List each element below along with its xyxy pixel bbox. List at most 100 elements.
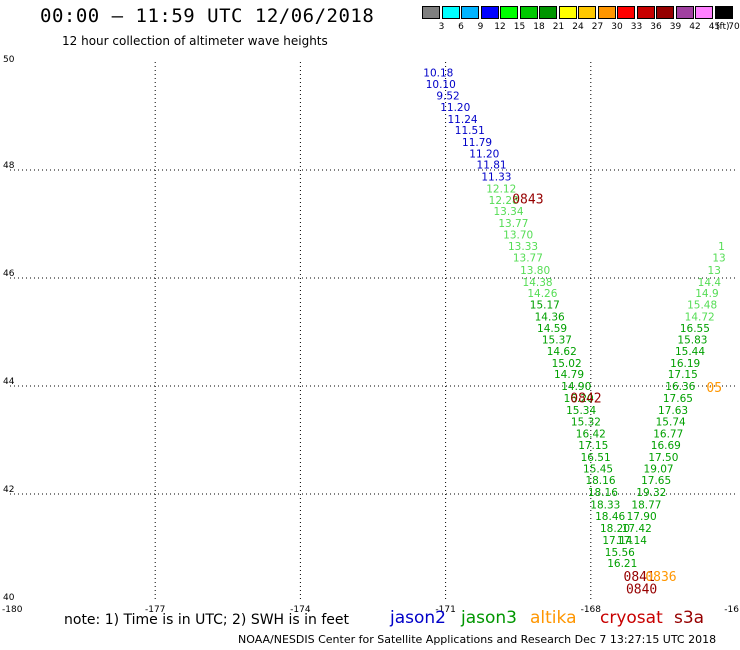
wave-height-label: 14.62 <box>547 346 577 358</box>
wave-height-label: 18.46 <box>595 511 625 523</box>
wave-height-label: 17.65 <box>663 393 693 405</box>
wave-height-label: 17.63 <box>658 405 688 417</box>
colorbar-swatch <box>714 6 733 19</box>
wave-height-label: 15.32 <box>571 417 601 429</box>
legend-jason2: jason2 <box>390 608 446 628</box>
colorbar-unit: (ft) <box>716 22 730 32</box>
wave-height-label: 11.20 <box>469 148 499 160</box>
wave-height-label: 11.81 <box>477 160 507 172</box>
wave-height-label: 11.33 <box>481 172 511 184</box>
wave-height-label: 14.26 <box>527 288 557 300</box>
pass-time-label: 0841 <box>624 570 655 585</box>
wave-height-label: 17.14 <box>602 535 632 547</box>
colorbar-label: 36 <box>650 22 662 32</box>
wave-height-label: 13.80 <box>520 265 550 277</box>
legend-jason3: jason3 <box>461 608 517 628</box>
wave-height-label: 18.16 <box>585 475 615 487</box>
colorbar-label: 39 <box>669 22 682 32</box>
wave-height-label: 17.50 <box>648 452 678 464</box>
pass-time-label: 0836 <box>645 570 676 585</box>
wave-height-points: 10.1810.109.5211.2011.2411.5111.7911.201… <box>423 67 725 570</box>
colorbar-label: 9 <box>477 22 484 32</box>
wave-height-label: 17.42 <box>622 523 652 535</box>
wave-height-label: 14.72 <box>685 311 715 323</box>
wave-height-label: 13.77 <box>498 218 528 230</box>
colorbar-swatch <box>500 6 518 19</box>
colorbar-label: 45 <box>708 22 721 32</box>
wave-height-label: 18.20 <box>600 523 630 535</box>
y-tick-label: 40 <box>3 593 15 603</box>
x-tick-label: -168 <box>581 605 602 615</box>
wave-height-label: 14.59 <box>537 323 567 335</box>
colorbar-swatch <box>636 6 655 19</box>
wave-height-label: 9.52 <box>436 91 459 103</box>
axis-ticks: -180 -177 -174 -171 -168 -16 50 48 46 44 42 40 <box>2 55 739 615</box>
y-tick-label: 50 <box>3 55 15 65</box>
colorbar-swatch <box>597 6 616 19</box>
x-tick-label: -174 <box>290 605 311 615</box>
wave-height-label: 12.28 <box>489 195 519 207</box>
colorbar-swatch <box>558 6 577 19</box>
wave-height-label: 16.19 <box>670 358 700 370</box>
wave-height-label: 15.02 <box>552 358 582 370</box>
colorbar-swatch <box>441 6 460 19</box>
wave-height-label: 15.48 <box>687 300 717 312</box>
wave-height-label: 15.17 <box>530 300 560 312</box>
wave-height-label: 13.34 <box>493 206 523 218</box>
wave-height-label: 18.33 <box>590 499 620 511</box>
wave-height-label: 13 <box>712 253 725 265</box>
colorbar-label: 33 <box>630 22 643 32</box>
wave-height-label: 19.32 <box>636 487 666 499</box>
colorbar-label: 42 <box>689 22 701 32</box>
wave-height-label: 15.37 <box>542 335 572 347</box>
y-tick-label: 42 <box>3 485 14 495</box>
legend-s3a: s3a <box>674 608 705 628</box>
wave-height-label: 11.79 <box>462 137 492 149</box>
colorbar-swatch <box>617 6 635 19</box>
wave-height-label: 13.77 <box>513 253 543 265</box>
colorbar-swatch <box>695 6 713 19</box>
colorbar-swatch <box>675 6 694 19</box>
pass-time-label: 0842 <box>570 391 601 406</box>
colorbar-label: 27 <box>591 22 604 32</box>
wave-height-label: 16.69 <box>651 440 681 452</box>
wave-height-label: 11.20 <box>440 102 470 114</box>
wave-height-label: 14.36 <box>535 311 565 323</box>
colorbar-label: 12 <box>494 22 506 32</box>
colorbar-label: 24 <box>572 22 584 32</box>
y-tick-label: 44 <box>3 377 15 387</box>
colorbar-label: 18 <box>533 22 545 32</box>
wave-height-label: 13.33 <box>508 241 538 253</box>
pass-time-label: 05 <box>706 381 722 396</box>
x-tick-label: -171 <box>435 605 455 615</box>
colorbar-label: 3 <box>438 22 445 32</box>
wave-height-label: 18.16 <box>588 487 618 499</box>
wave-height-label: 17.14 <box>617 535 647 547</box>
wave-height-label: 15.34 <box>566 405 596 417</box>
pass-time-label: 0843 <box>512 193 543 208</box>
wave-height-label: 16.77 <box>653 429 683 441</box>
wave-height-label: 14.79 <box>554 369 584 381</box>
wave-height-label: 15.44 <box>675 346 705 358</box>
x-tick-label: -177 <box>145 605 165 615</box>
colorbar-swatch <box>656 6 674 19</box>
pass-time-label: 0840 <box>626 583 657 598</box>
wave-height-label: 10.18 <box>423 67 453 79</box>
colorbar-swatch <box>519 6 538 19</box>
wave-height-label: 14.9 <box>695 288 718 300</box>
y-tick-label: 48 <box>3 161 15 171</box>
colorbar-label: 30 <box>611 22 623 32</box>
wave-height-label: 17.15 <box>578 440 608 452</box>
wave-height-label: 16.55 <box>680 323 710 335</box>
wave-height-label: 15.74 <box>656 417 686 429</box>
wave-height-label: 17.15 <box>668 369 698 381</box>
wave-height-label: 14.38 <box>523 277 553 289</box>
wave-height-label: 16.51 <box>581 452 611 464</box>
wave-height-label: 13 <box>708 265 721 277</box>
colorbar-swatch <box>539 6 557 19</box>
wave-height-label: 14.90 <box>561 381 591 393</box>
wave-height-label: 16.21 <box>607 558 637 570</box>
chart-title: 00:00 – 11:59 UTC 12/06/2018 <box>40 5 375 27</box>
